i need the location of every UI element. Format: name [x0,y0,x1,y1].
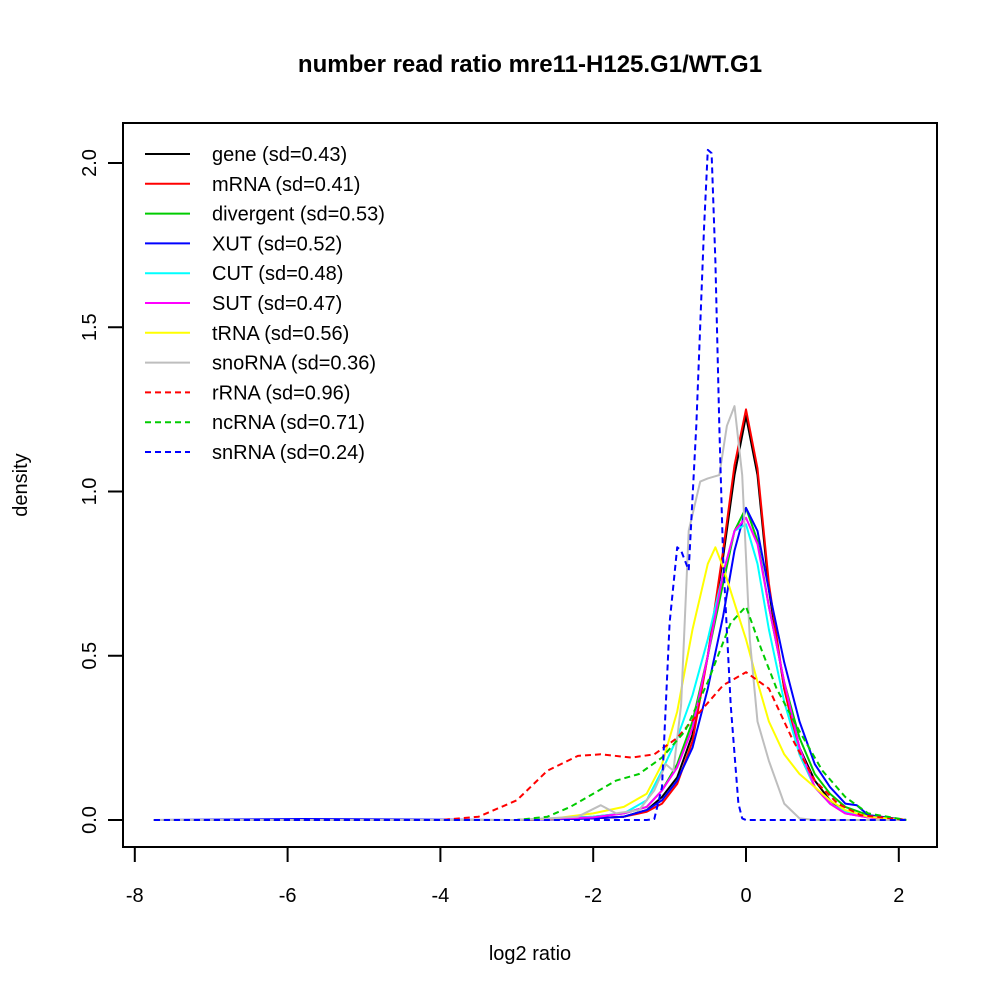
x-tick-label: -4 [432,885,450,907]
plot-frame [122,122,938,848]
x-tick-label: -6 [279,885,297,907]
legend-label: SUT (sd=0.47) [212,293,342,315]
x-axis-label: log2 ratio [489,943,571,965]
y-axis-label: density [10,453,32,516]
series-line-6 [153,546,907,821]
legend-label: rRNA (sd=0.96) [212,382,350,404]
chart-title: number read ratio mre11-H125.G1/WT.G1 [298,51,762,78]
x-tick-label: 2 [893,885,904,907]
x-tick-label: 0 [740,885,751,907]
y-tick-label: 1.5 [79,313,101,341]
y-tick-label: 0.0 [79,806,101,834]
x-tick-label: -2 [584,885,602,907]
legend: gene (sd=0.43) mRNA (sd=0.41) divergent (s… [145,144,385,464]
y-tick-label: 0.5 [79,642,101,670]
legend-label: CUT (sd=0.48) [212,263,343,285]
y-tick-label: 1.0 [79,478,101,506]
x-axis: -8 -6 -4 -2 0 2 [126,847,904,907]
y-tick-label: 2.0 [79,149,101,177]
series-line-7 [153,405,907,821]
series-line-8 [153,671,907,821]
x-tick-label: -8 [126,885,144,907]
legend-label: mRNA (sd=0.41) [212,174,360,196]
legend-label: gene (sd=0.43) [212,144,347,166]
y-axis: 0.0 0.5 1.0 1.5 2.0 [79,149,123,834]
series-line-3 [153,506,907,821]
legend-label: tRNA (sd=0.56) [212,323,349,345]
series-line-9 [153,605,907,821]
legend-label: XUT (sd=0.52) [212,233,342,255]
legend-label: snRNA (sd=0.24) [212,442,365,464]
legend-label: snoRNA (sd=0.36) [212,353,376,375]
legend-label: ncRNA (sd=0.71) [212,412,365,434]
series-curves [153,148,907,821]
series-line-10 [153,148,907,821]
legend-label: divergent (sd=0.53) [212,204,385,226]
